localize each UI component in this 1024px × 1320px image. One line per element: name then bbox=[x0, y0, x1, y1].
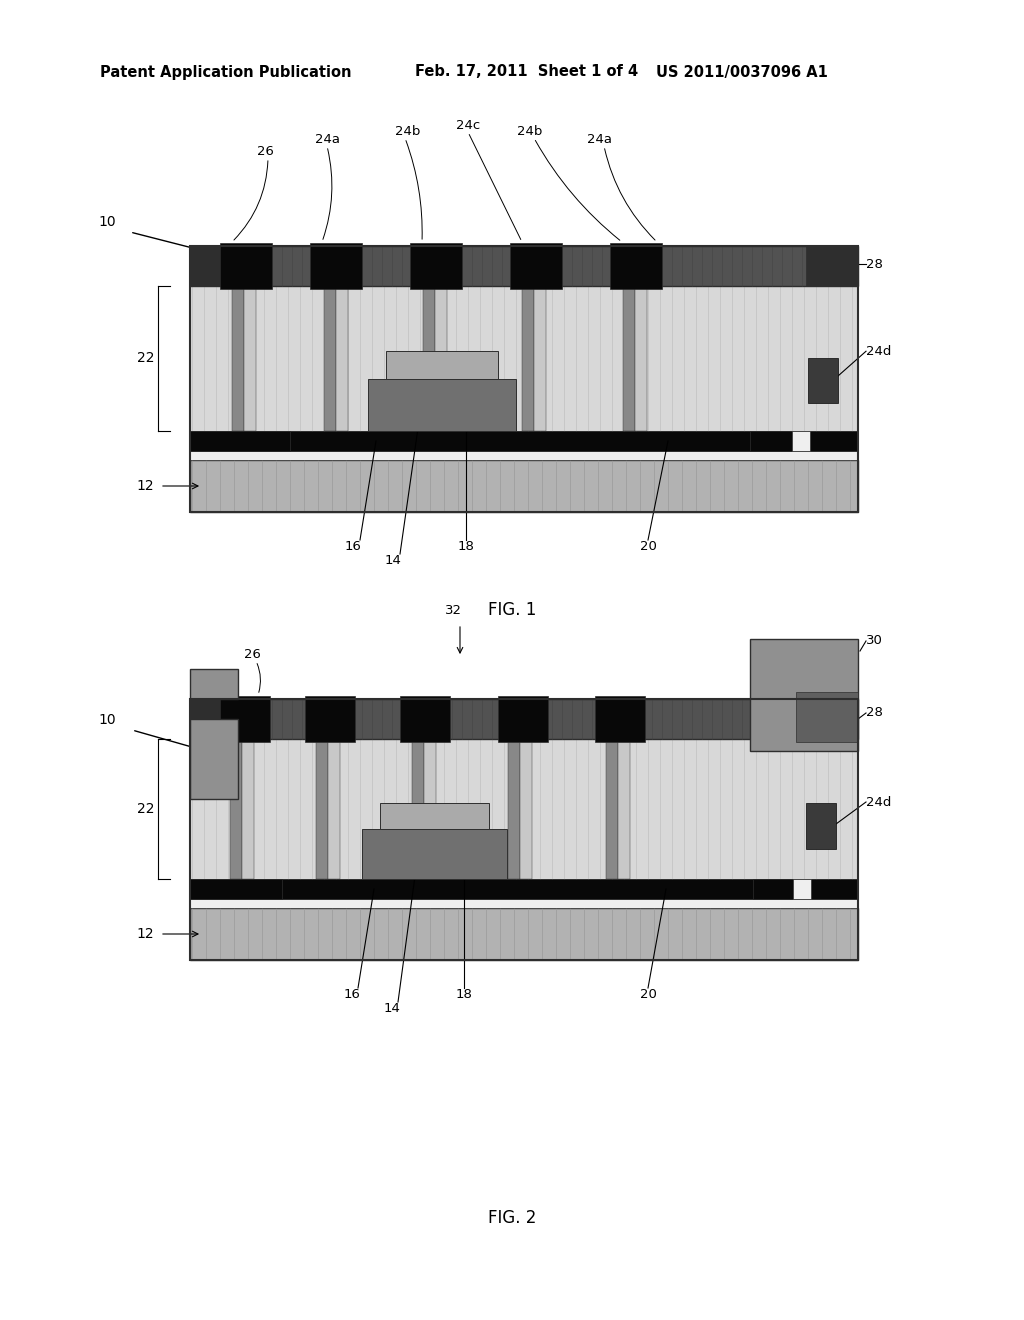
Bar bbox=[808, 358, 838, 403]
Bar bbox=[244, 286, 256, 432]
Bar bbox=[190, 879, 858, 899]
Text: 20: 20 bbox=[640, 540, 656, 553]
Text: 22: 22 bbox=[136, 351, 154, 366]
Text: 10: 10 bbox=[98, 215, 116, 228]
Text: US 2011/0037096 A1: US 2011/0037096 A1 bbox=[656, 65, 827, 79]
Bar bbox=[618, 739, 630, 879]
Bar bbox=[310, 243, 362, 289]
Bar bbox=[316, 739, 328, 879]
Bar bbox=[190, 451, 858, 459]
Bar bbox=[190, 719, 238, 799]
Bar bbox=[635, 286, 647, 432]
Bar bbox=[595, 696, 645, 742]
Bar bbox=[750, 432, 792, 451]
Text: 14: 14 bbox=[385, 554, 401, 568]
Bar bbox=[190, 669, 238, 700]
Bar bbox=[190, 432, 858, 451]
Text: 20: 20 bbox=[640, 987, 656, 1001]
Bar bbox=[305, 696, 355, 742]
Bar bbox=[230, 739, 242, 879]
Text: 16: 16 bbox=[344, 987, 360, 1001]
Text: 28: 28 bbox=[866, 257, 883, 271]
Bar bbox=[508, 739, 520, 879]
Bar bbox=[190, 739, 858, 879]
Bar bbox=[806, 246, 858, 286]
Bar bbox=[753, 879, 793, 899]
Text: 24b: 24b bbox=[517, 125, 543, 139]
Bar bbox=[386, 351, 498, 379]
Text: 28: 28 bbox=[866, 706, 883, 719]
Text: 14: 14 bbox=[384, 1002, 400, 1015]
Bar bbox=[792, 432, 810, 451]
Bar bbox=[242, 739, 254, 879]
Text: 24d: 24d bbox=[866, 796, 891, 808]
Bar bbox=[190, 432, 290, 451]
Bar bbox=[380, 803, 489, 829]
Text: Feb. 17, 2011  Sheet 1 of 4: Feb. 17, 2011 Sheet 1 of 4 bbox=[415, 65, 638, 79]
Text: 26: 26 bbox=[244, 648, 260, 661]
Text: FIG. 1: FIG. 1 bbox=[487, 601, 537, 619]
Text: 30: 30 bbox=[866, 635, 883, 648]
Text: 22: 22 bbox=[136, 803, 154, 816]
Bar bbox=[232, 286, 244, 432]
Text: 12: 12 bbox=[136, 927, 154, 941]
Text: 24a: 24a bbox=[314, 133, 340, 147]
Bar bbox=[190, 700, 858, 739]
Text: 24d: 24d bbox=[866, 345, 891, 358]
Text: 18: 18 bbox=[456, 987, 472, 1001]
Bar bbox=[362, 829, 507, 879]
Bar bbox=[606, 739, 618, 879]
Bar bbox=[410, 243, 462, 289]
Bar bbox=[435, 286, 447, 432]
Bar bbox=[610, 243, 662, 289]
Bar bbox=[423, 286, 435, 432]
Bar bbox=[190, 246, 858, 286]
Bar bbox=[808, 700, 858, 739]
Bar bbox=[324, 286, 336, 432]
Text: FIG. 2: FIG. 2 bbox=[487, 1209, 537, 1228]
Bar bbox=[522, 286, 534, 432]
Bar bbox=[190, 908, 858, 960]
Bar bbox=[190, 286, 858, 432]
Text: 12: 12 bbox=[136, 479, 154, 492]
Bar bbox=[623, 286, 635, 432]
Bar bbox=[498, 696, 548, 742]
Bar bbox=[190, 700, 240, 739]
Bar bbox=[190, 899, 858, 908]
Bar bbox=[220, 696, 270, 742]
Bar bbox=[190, 246, 242, 286]
Text: 32: 32 bbox=[444, 605, 462, 616]
Text: 10: 10 bbox=[98, 713, 116, 727]
Bar bbox=[190, 879, 282, 899]
Bar bbox=[368, 379, 516, 432]
Bar bbox=[520, 739, 532, 879]
Text: 24a: 24a bbox=[588, 133, 612, 147]
Text: 26: 26 bbox=[257, 145, 273, 158]
Bar bbox=[190, 246, 858, 512]
Text: 24c: 24c bbox=[456, 119, 480, 132]
Text: 16: 16 bbox=[344, 540, 361, 553]
Bar bbox=[750, 639, 858, 751]
Bar bbox=[328, 739, 340, 879]
Text: 18: 18 bbox=[458, 540, 474, 553]
Text: Patent Application Publication: Patent Application Publication bbox=[100, 65, 351, 79]
Bar bbox=[190, 459, 858, 512]
Bar bbox=[806, 803, 836, 849]
Bar bbox=[534, 286, 546, 432]
Bar bbox=[424, 739, 436, 879]
Bar bbox=[796, 692, 858, 742]
Text: 24b: 24b bbox=[395, 125, 421, 139]
Bar bbox=[412, 739, 424, 879]
Bar bbox=[510, 243, 562, 289]
Bar bbox=[400, 696, 450, 742]
Bar bbox=[220, 243, 272, 289]
Bar bbox=[793, 879, 811, 899]
Bar bbox=[190, 700, 858, 960]
Bar bbox=[336, 286, 348, 432]
